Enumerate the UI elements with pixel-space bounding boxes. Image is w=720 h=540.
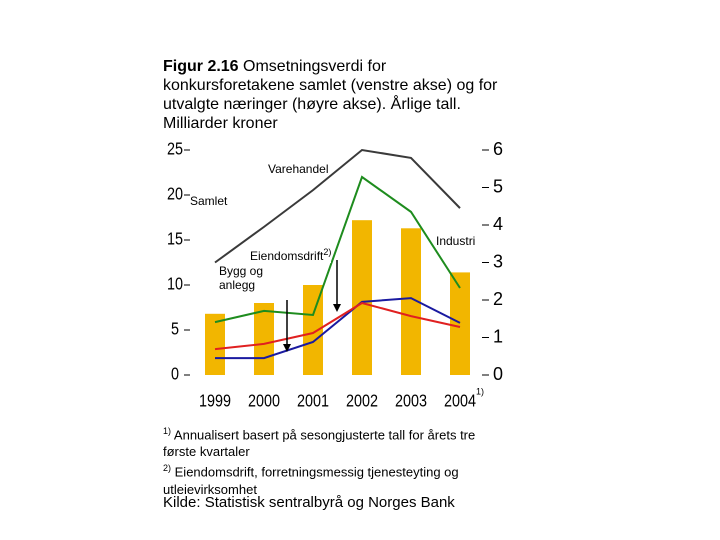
x-tick-label: 2003 [395,391,427,411]
series-label: Eiendomsdrift2) [250,245,332,263]
series-name: Varehandel [268,162,329,176]
series-name: Bygg og anlegg [219,264,264,292]
series-label: Varehandel [268,162,329,176]
footnote-marker: 2) [163,463,172,474]
footnote-marker: 1) [163,426,172,436]
title-block: Figur 2.16 Omsetningsverdi for konkursfo… [163,57,508,133]
bar [254,303,274,375]
series-name: Eiendomsdrift [250,249,324,263]
y-tick-label: 20 [167,184,183,204]
y-tick-label: 0 [171,364,179,384]
y-tick-label: 10 [167,274,183,294]
footnote-text: Eiendomsdrift, forretningsmessig tjenest… [163,464,459,497]
chart-title: Omsetningsverdi for konkursforetakene sa… [163,58,498,132]
y2-tick-label: 5 [493,176,503,196]
y2-tick-label: 4 [493,214,503,234]
bar [401,228,421,375]
y2-tick-label: 3 [493,251,503,271]
footnote: 1) Annualisert basert på sesongjusterte … [163,423,508,460]
source: Kilde: Statistisk sentralbyrå og Norges … [163,494,455,511]
footnotes: 1) Annualisert basert på sesongjusterte … [163,423,508,498]
y2-tick-label: 1 [493,326,503,346]
line [214,301,461,351]
bar [303,285,323,375]
y-tick-label: 15 [167,229,183,249]
y-tick-label: 25 [167,139,183,159]
category-note: 1) [476,386,484,396]
x-tick-label: 2000 [248,391,280,411]
line [214,148,461,264]
bar [352,220,372,375]
y-tick-label: 5 [171,319,179,339]
x-tick-label: 1999 [199,391,231,411]
bar [450,272,470,375]
y2-tick-label: 0 [493,364,503,384]
series-note: 2) [323,247,332,257]
arrow-head [333,304,341,312]
title-label: Figur 2.16 [163,58,239,75]
y2-tick-label: 6 [493,139,503,159]
series-name: Industri [436,234,476,248]
arrow-head [283,344,291,352]
footnote-text: Annualisert basert på sesongjusterte tal… [163,427,476,460]
series-label: Samlet [190,194,228,208]
x-tick-label: 2004 [444,391,476,411]
x-tick-label: 2001 [297,391,329,411]
series-name: Samlet [190,194,228,208]
x-tick-label: 2002 [346,391,378,411]
y2-tick-label: 2 [493,289,503,309]
series-label: Industri [436,234,476,248]
footnote: 2) Eiendomsdrift, forretningsmessig tjen… [163,460,508,497]
line [215,297,461,360]
bar [205,313,225,375]
series-label: Bygg og anlegg [219,264,279,292]
line [214,175,461,324]
